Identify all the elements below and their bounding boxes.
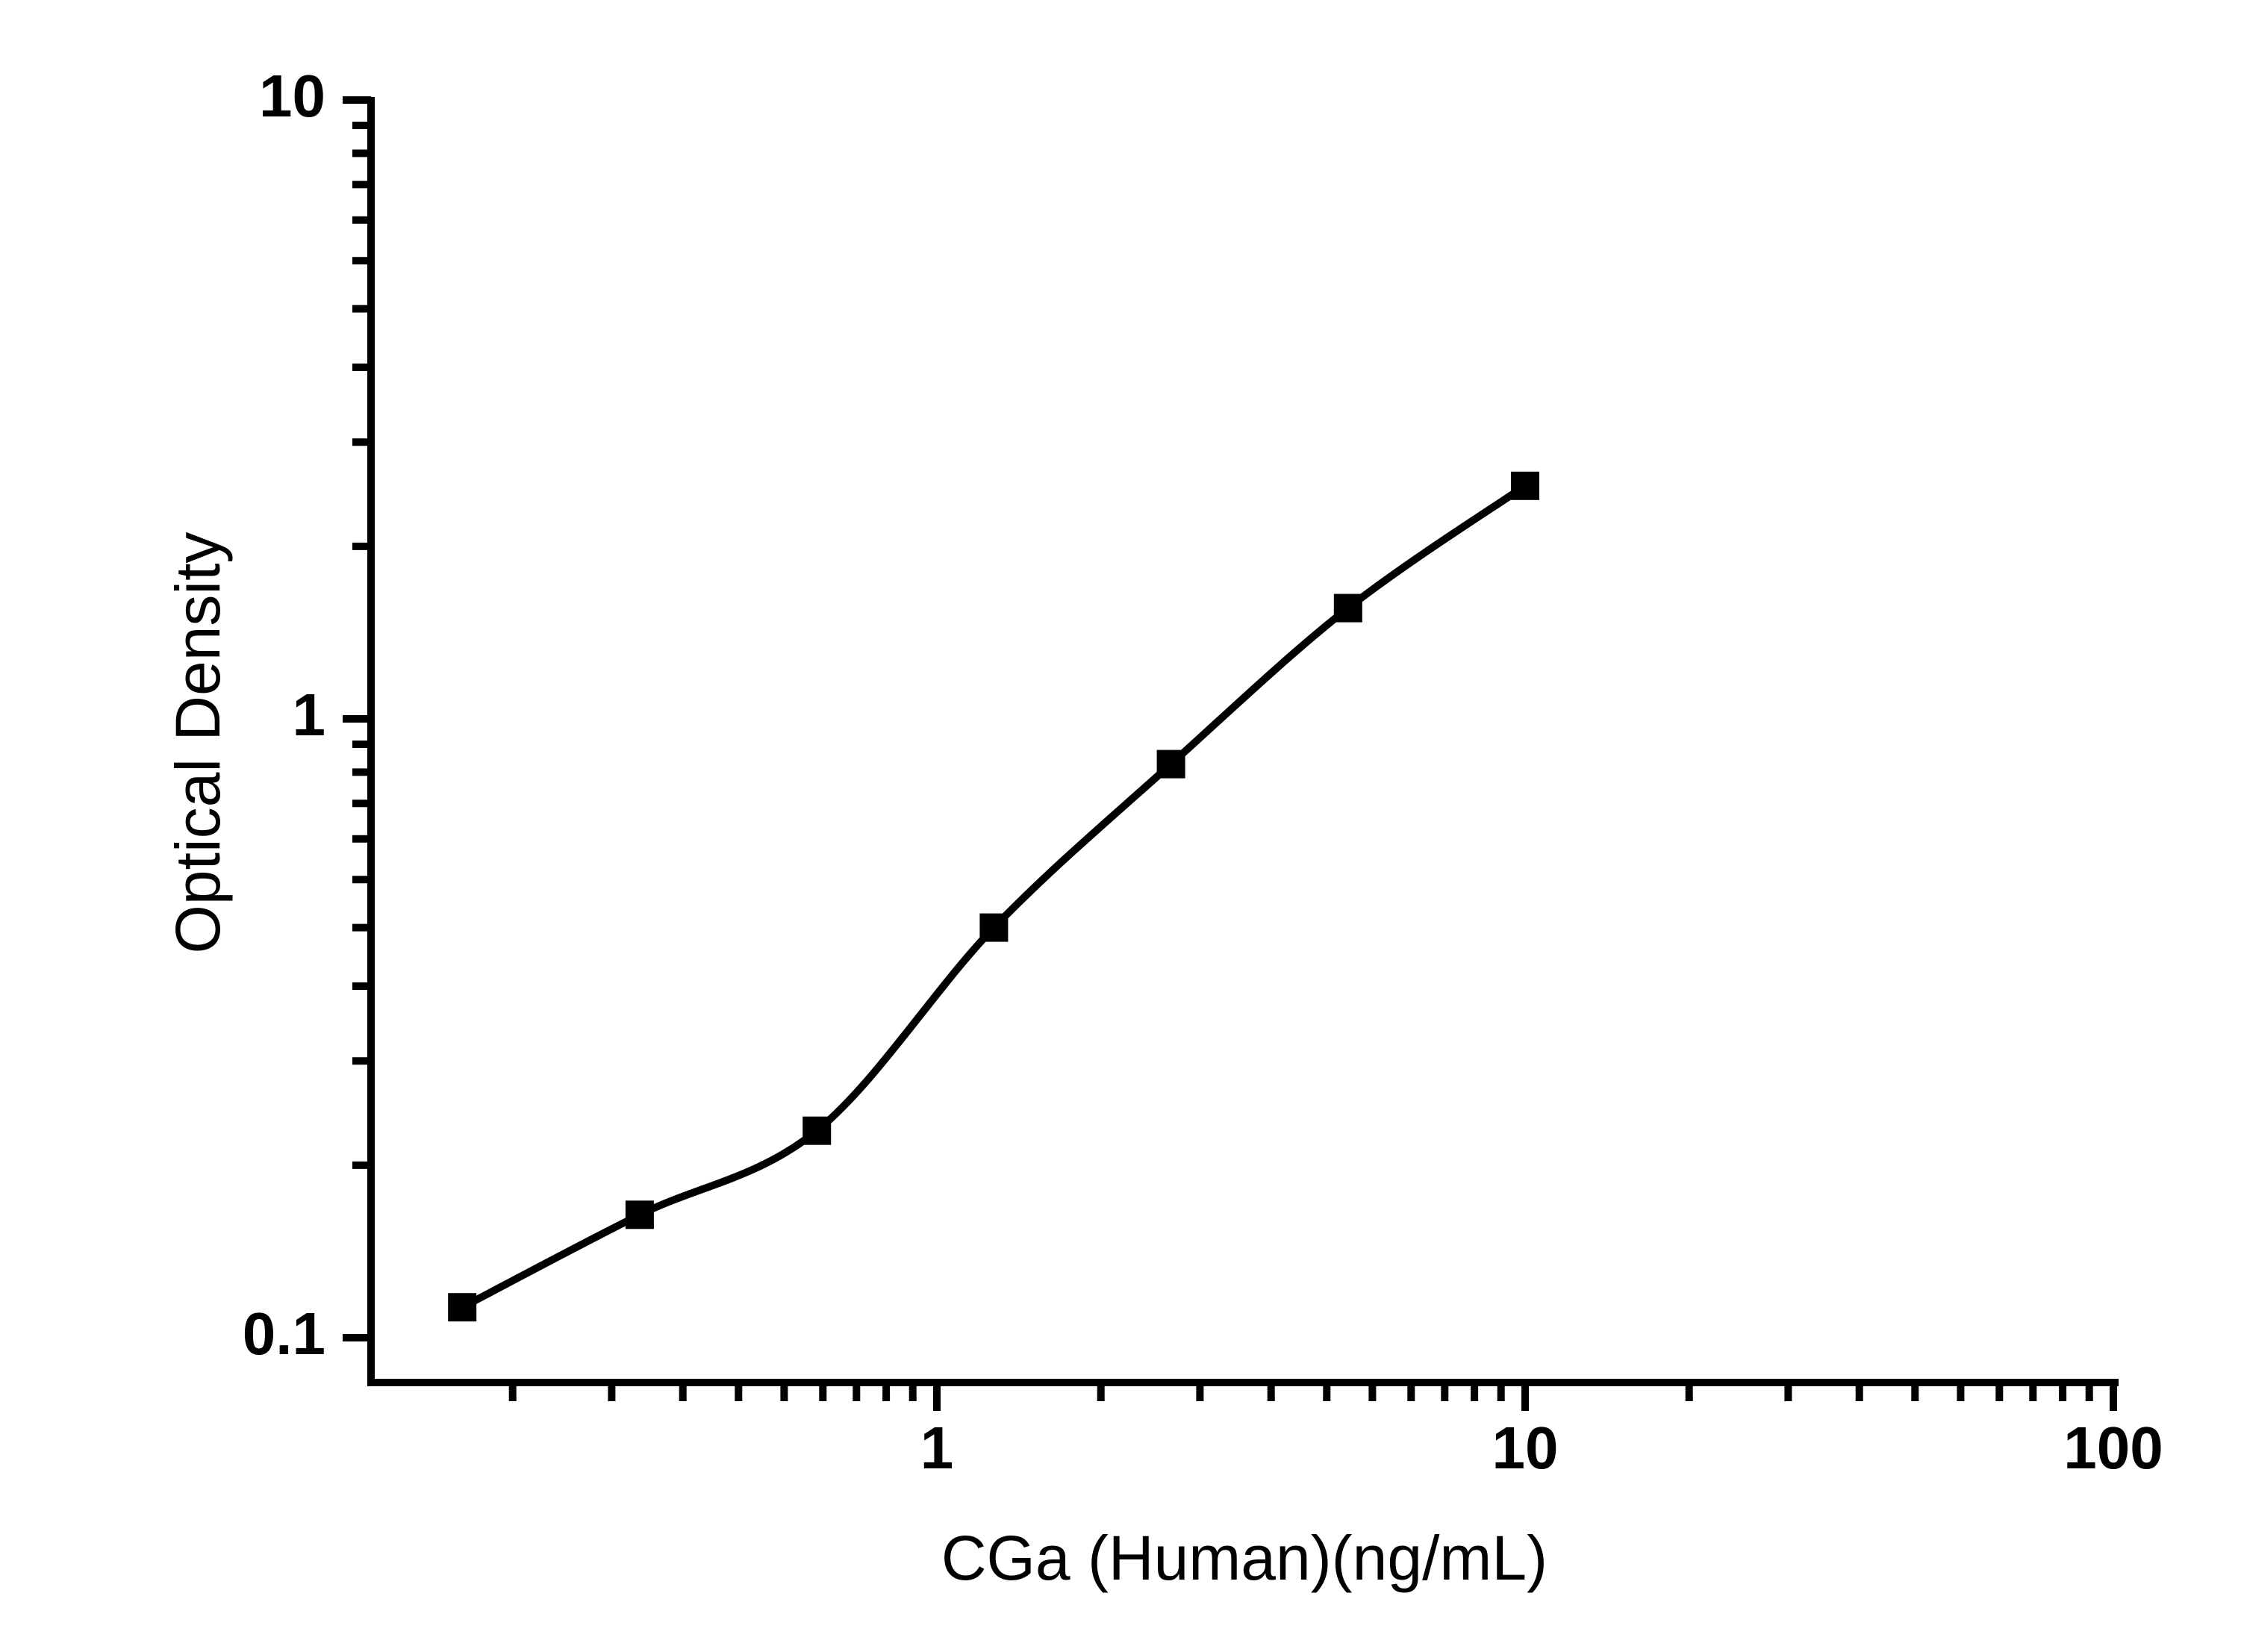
x-axis-title: CGa (Human)(ng/mL) (941, 1523, 1548, 1593)
y-tick-label: 0.1 (243, 1300, 325, 1367)
x-tick-label: 100 (2063, 1415, 2163, 1481)
data-point-square (1156, 749, 1185, 779)
fit-curve (460, 482, 1527, 1311)
axes (367, 97, 2119, 1386)
axis-ticks (343, 96, 2117, 1411)
y-axis-title: Optical Density (163, 532, 233, 954)
data-point-square (1511, 471, 1539, 500)
data-point-square (1333, 593, 1362, 623)
data-points (448, 471, 1539, 1322)
data-point-square (979, 913, 1009, 942)
x-tick-label: 10 (1492, 1415, 1559, 1481)
x-tick-label: 1 (920, 1415, 954, 1481)
y-tick-label: 1 (293, 682, 326, 748)
data-point-square (448, 1293, 477, 1322)
y-tick-label: 10 (259, 63, 325, 129)
axis-tick-labels: 1 10 100 10 1 0.1 (243, 63, 2163, 1481)
data-point-square (802, 1116, 832, 1145)
data-point-square (625, 1200, 654, 1229)
